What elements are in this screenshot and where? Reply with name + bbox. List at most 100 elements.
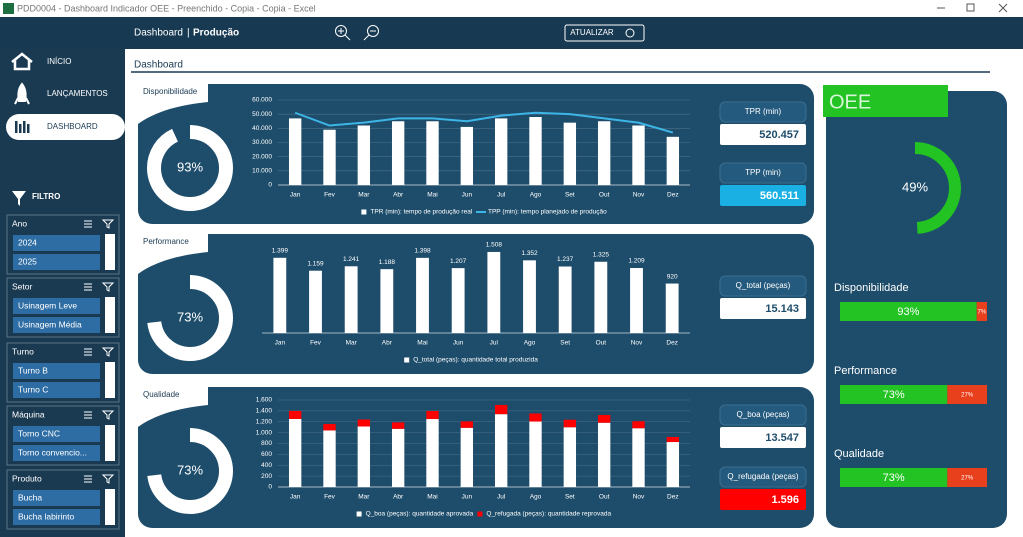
clear-filter-icon[interactable]: [101, 410, 115, 420]
bar: [563, 419, 577, 428]
y-tick-label: 800: [261, 440, 272, 447]
slicer-item[interactable]: [13, 382, 100, 398]
slicer-item-label[interactable]: Usinagem Média: [18, 319, 82, 329]
slicer-scroll: [105, 362, 115, 398]
bar: [426, 419, 439, 487]
refresh-button[interactable]: [564, 24, 645, 42]
slicer-item[interactable]: [13, 445, 100, 461]
x-tick-label: Jun: [453, 340, 464, 347]
bar: [380, 269, 394, 333]
oee-bar-rest-label: 27%: [961, 393, 974, 399]
bar: [391, 422, 405, 429]
donut-label: 73%: [177, 309, 203, 324]
nav-item[interactable]: LANÇAMENTOS: [47, 89, 108, 98]
card-value: 15.143: [765, 303, 799, 315]
oee-bar-good: [840, 385, 948, 404]
slicer-item[interactable]: [13, 363, 100, 379]
x-tick-label: Jul: [497, 192, 506, 199]
bar: [487, 251, 501, 333]
restore[interactable]: [966, 3, 975, 12]
panel-tab: [138, 84, 208, 124]
card-label-bg: [719, 162, 807, 184]
y-tick-label: 20.000: [252, 153, 272, 160]
oee-bar-label: 73%: [883, 472, 905, 484]
slicer-item-label[interactable]: 2025: [18, 256, 37, 266]
oee-bar-label: 73%: [883, 389, 905, 401]
data-label: 1.399: [272, 248, 289, 255]
legend-swatch: [361, 209, 367, 215]
x-tick-label: Ago: [524, 340, 536, 347]
dashboard-icon: [27, 124, 30, 133]
card-value-bg: [720, 124, 806, 145]
panel: [138, 234, 814, 374]
multiselect-icon[interactable]: [84, 283, 92, 291]
clear-filter-icon[interactable]: [101, 474, 115, 484]
y-tick-label: 400: [261, 462, 272, 469]
slicer-item-label[interactable]: Torno convencio...: [18, 447, 87, 457]
excel-icon: [3, 3, 14, 14]
clear-filter-icon[interactable]: [101, 282, 115, 292]
slicer-item[interactable]: [13, 235, 100, 251]
card-value-bg: [720, 489, 806, 510]
slicer-item[interactable]: [13, 254, 100, 270]
slicer-item[interactable]: [13, 426, 100, 442]
dashboard-icon: [23, 121, 26, 133]
card-value: 13.547: [765, 432, 799, 444]
card-value: 1.596: [771, 494, 799, 506]
x-tick-label: Set: [560, 340, 570, 347]
oee-bar-rest-label: 27%: [961, 476, 974, 482]
oee-bar-rest-label: 7%: [978, 310, 987, 316]
rocket-icon: [14, 82, 30, 105]
clear-filter-icon[interactable]: [101, 219, 115, 229]
x-tick-label: Mai: [417, 340, 427, 347]
slicer-item[interactable]: [13, 317, 100, 333]
data-label: 1.207: [450, 258, 467, 265]
bar: [594, 261, 608, 333]
y-tick-label: 10.000: [252, 168, 272, 175]
refresh-label[interactable]: ATUALIZAR: [570, 28, 614, 37]
slicer-item-label[interactable]: Usinagem Leve: [18, 300, 77, 310]
nav-item[interactable]: DASHBOARD: [47, 122, 98, 131]
donut-arc: [147, 428, 233, 514]
donut-label: 73%: [177, 462, 203, 477]
slicer-item[interactable]: [13, 490, 100, 506]
bar: [529, 117, 542, 185]
slicer-item-label[interactable]: Turno C: [18, 384, 48, 394]
bar: [309, 270, 322, 333]
multiselect-icon[interactable]: [84, 475, 92, 483]
oee-bar-title: Disponibilidade: [834, 282, 909, 294]
multiselect-icon[interactable]: [84, 348, 92, 356]
header-section: Dashboard: [134, 28, 183, 39]
slicer-item-label[interactable]: Bucha: [18, 492, 42, 502]
slicer-item[interactable]: [13, 298, 100, 314]
nav-item[interactable]: INÍCIO: [47, 57, 71, 66]
card-value: 560.511: [760, 190, 799, 202]
multiselect-icon[interactable]: [84, 411, 92, 419]
filter-title: FILTRO: [32, 192, 60, 201]
donut-arc: [869, 142, 961, 234]
legend-label: Q_total (peças): quantidade total produz…: [413, 357, 538, 364]
slicer-item-label[interactable]: Bucha labirinto: [18, 511, 75, 521]
x-tick-label: Abr: [393, 192, 404, 199]
multiselect-icon[interactable]: [84, 220, 92, 228]
data-label: 1.352: [521, 250, 538, 257]
panel-tab: [138, 234, 208, 274]
panel-tab: [138, 387, 208, 427]
zoom-out[interactable]: [363, 25, 379, 41]
clear-filter-icon[interactable]: [101, 347, 115, 357]
data-label: 1.209: [628, 258, 645, 265]
slicer-item-label[interactable]: Turno B: [18, 365, 48, 375]
bar: [451, 268, 465, 333]
zoom-in[interactable]: [335, 25, 351, 41]
bar: [597, 414, 611, 423]
x-tick-label: Jan: [290, 494, 301, 501]
slicer-item-label[interactable]: 2024: [18, 237, 37, 247]
x-tick-label: Jan: [275, 340, 286, 347]
oee-bar-rest: [947, 468, 987, 487]
close[interactable]: [998, 3, 1008, 13]
y-tick-label: 50.000: [252, 111, 272, 118]
slicer-item[interactable]: [13, 509, 100, 525]
slicer-item-label[interactable]: Torno CNC: [18, 428, 60, 438]
